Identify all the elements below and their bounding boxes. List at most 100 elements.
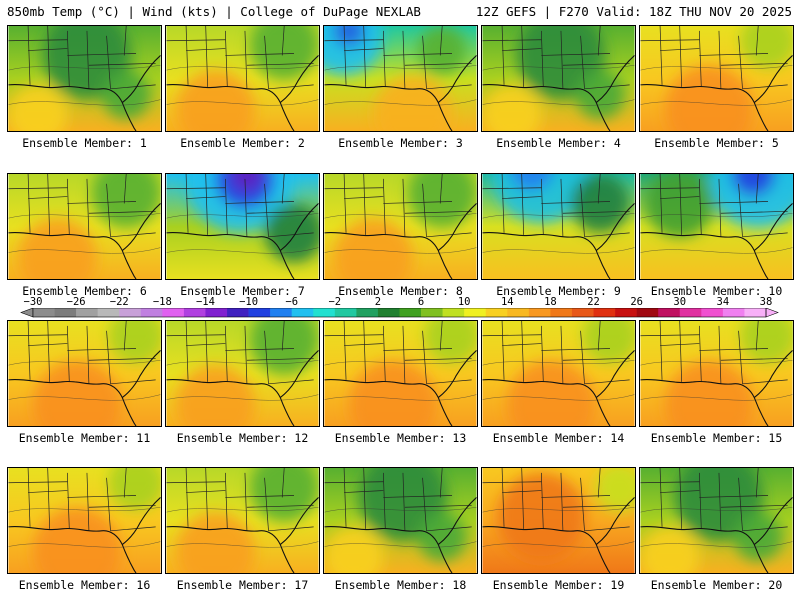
ensemble-member-label: Ensemble Member: 4 xyxy=(496,136,621,150)
temperature-anomaly-blobs xyxy=(324,468,467,573)
state-boundaries xyxy=(8,174,156,238)
colorbar-swatch xyxy=(162,308,185,317)
state-boundaries xyxy=(8,468,156,532)
coastline xyxy=(8,55,161,131)
ensemble-member-label: Ensemble Member: 12 xyxy=(176,431,309,445)
ensemble-member-label: Ensemble Member: 6 xyxy=(22,284,147,298)
temperature-anomaly-blobs xyxy=(506,321,635,426)
colorbar-swatch xyxy=(377,308,400,317)
state-boundaries xyxy=(166,468,314,532)
colorbar-tick-label: 2 xyxy=(374,296,382,308)
contour-lines xyxy=(8,213,161,254)
chart-title-left: 850mb Temp (°C) | Wind (kts) | College o… xyxy=(7,4,421,19)
temperature-map xyxy=(639,173,794,280)
colorbar-tick-label: −10 xyxy=(239,296,259,308)
colorbar-tick-label: −30 xyxy=(23,296,43,308)
state-boundaries xyxy=(166,321,314,385)
colorbar-frame xyxy=(32,308,767,318)
ensemble-member-label: Ensemble Member: 18 xyxy=(334,578,467,592)
colorbar-tick-label: 26 xyxy=(630,296,643,308)
coastline xyxy=(324,350,477,426)
temperature-map xyxy=(639,25,794,132)
colorbar-swatch xyxy=(615,308,637,317)
state-boundaries xyxy=(166,26,314,90)
contour-lines xyxy=(640,360,793,401)
contour-lines xyxy=(166,213,319,254)
colorbar-tick-label: −2 xyxy=(328,296,342,308)
state-boundaries xyxy=(482,174,630,238)
contour-lines xyxy=(166,65,319,106)
colorbar-swatch xyxy=(722,308,745,317)
temperature-map xyxy=(165,467,320,574)
contour-lines xyxy=(324,65,477,106)
colorbar-swatch xyxy=(464,308,487,317)
temperature-map xyxy=(639,320,794,427)
temperature-anomaly-blobs xyxy=(497,468,635,562)
temperature-anomaly-blobs xyxy=(664,26,793,131)
temperature-anomaly-blobs xyxy=(348,321,477,426)
state-boundaries xyxy=(482,468,630,532)
coastline xyxy=(482,203,635,279)
ensemble-member-label: Ensemble Member: 13 xyxy=(334,431,467,445)
temperature-map xyxy=(7,320,162,427)
ensemble-member-label: Ensemble Member: 16 xyxy=(18,578,151,592)
coastline xyxy=(640,55,793,131)
state-boundaries xyxy=(166,174,314,238)
colorbar-tick-label: 6 xyxy=(417,296,425,308)
contour-lines xyxy=(324,507,477,548)
colorbar-swatch xyxy=(528,308,551,317)
coastline xyxy=(166,55,319,131)
temperature-anomaly-blobs xyxy=(8,26,151,131)
colorbar-swatch xyxy=(679,308,702,317)
temperature-map xyxy=(165,25,320,132)
contour-lines xyxy=(640,213,793,254)
colorbar-tick-label: −22 xyxy=(109,296,129,308)
state-boundaries xyxy=(324,26,472,90)
temperature-map xyxy=(481,25,636,132)
state-boundaries xyxy=(8,321,156,385)
ensemble-member-label: Ensemble Member: 9 xyxy=(496,284,621,298)
colorbar-tick-label: 18 xyxy=(544,296,557,308)
coastline xyxy=(8,203,161,279)
colorbar-tick-label: −26 xyxy=(66,296,86,308)
coastline xyxy=(166,203,319,279)
colorbar-arrow-left xyxy=(20,308,34,318)
temperature-map xyxy=(7,467,162,574)
ensemble-member-label: Ensemble Member: 11 xyxy=(18,431,151,445)
coastline xyxy=(640,497,793,573)
colorbar-swatch xyxy=(76,308,98,317)
coastline xyxy=(8,497,161,573)
coastline xyxy=(324,497,477,573)
temperature-map xyxy=(639,467,794,574)
colorbar-swatch xyxy=(571,308,594,317)
state-boundaries xyxy=(8,26,156,90)
colorbar-tick-label: 14 xyxy=(500,296,514,308)
state-boundaries xyxy=(482,321,630,385)
coastline xyxy=(482,350,635,426)
coastline xyxy=(324,203,477,279)
colorbar-swatch xyxy=(550,308,573,317)
coastline xyxy=(8,350,161,426)
temperature-map xyxy=(165,320,320,427)
ensemble-member-label: Ensemble Member: 3 xyxy=(338,136,463,150)
temperature-anomaly-blobs xyxy=(482,26,625,131)
ensemble-member-label: Ensemble Member: 7 xyxy=(180,284,305,298)
colorbar-swatch xyxy=(119,308,142,317)
colorbar-swatch xyxy=(313,308,336,317)
temperature-map xyxy=(323,25,478,132)
colorbar-swatch xyxy=(701,308,724,317)
state-boundaries xyxy=(640,26,788,90)
coastline xyxy=(324,55,477,131)
ensemble-member-label: Ensemble Member: 1 xyxy=(22,136,147,150)
colorbar-swatch xyxy=(421,308,443,317)
colorbar-swatch xyxy=(205,308,228,317)
temperature-map xyxy=(7,25,162,132)
colorbar-swatch xyxy=(334,308,357,317)
state-boundaries xyxy=(324,468,472,532)
colorbar-swatch xyxy=(636,308,659,317)
contour-lines xyxy=(482,213,635,254)
contour-lines xyxy=(8,360,161,401)
colorbar-swatch xyxy=(33,308,55,317)
colorbar-tick-label: −6 xyxy=(285,296,299,308)
